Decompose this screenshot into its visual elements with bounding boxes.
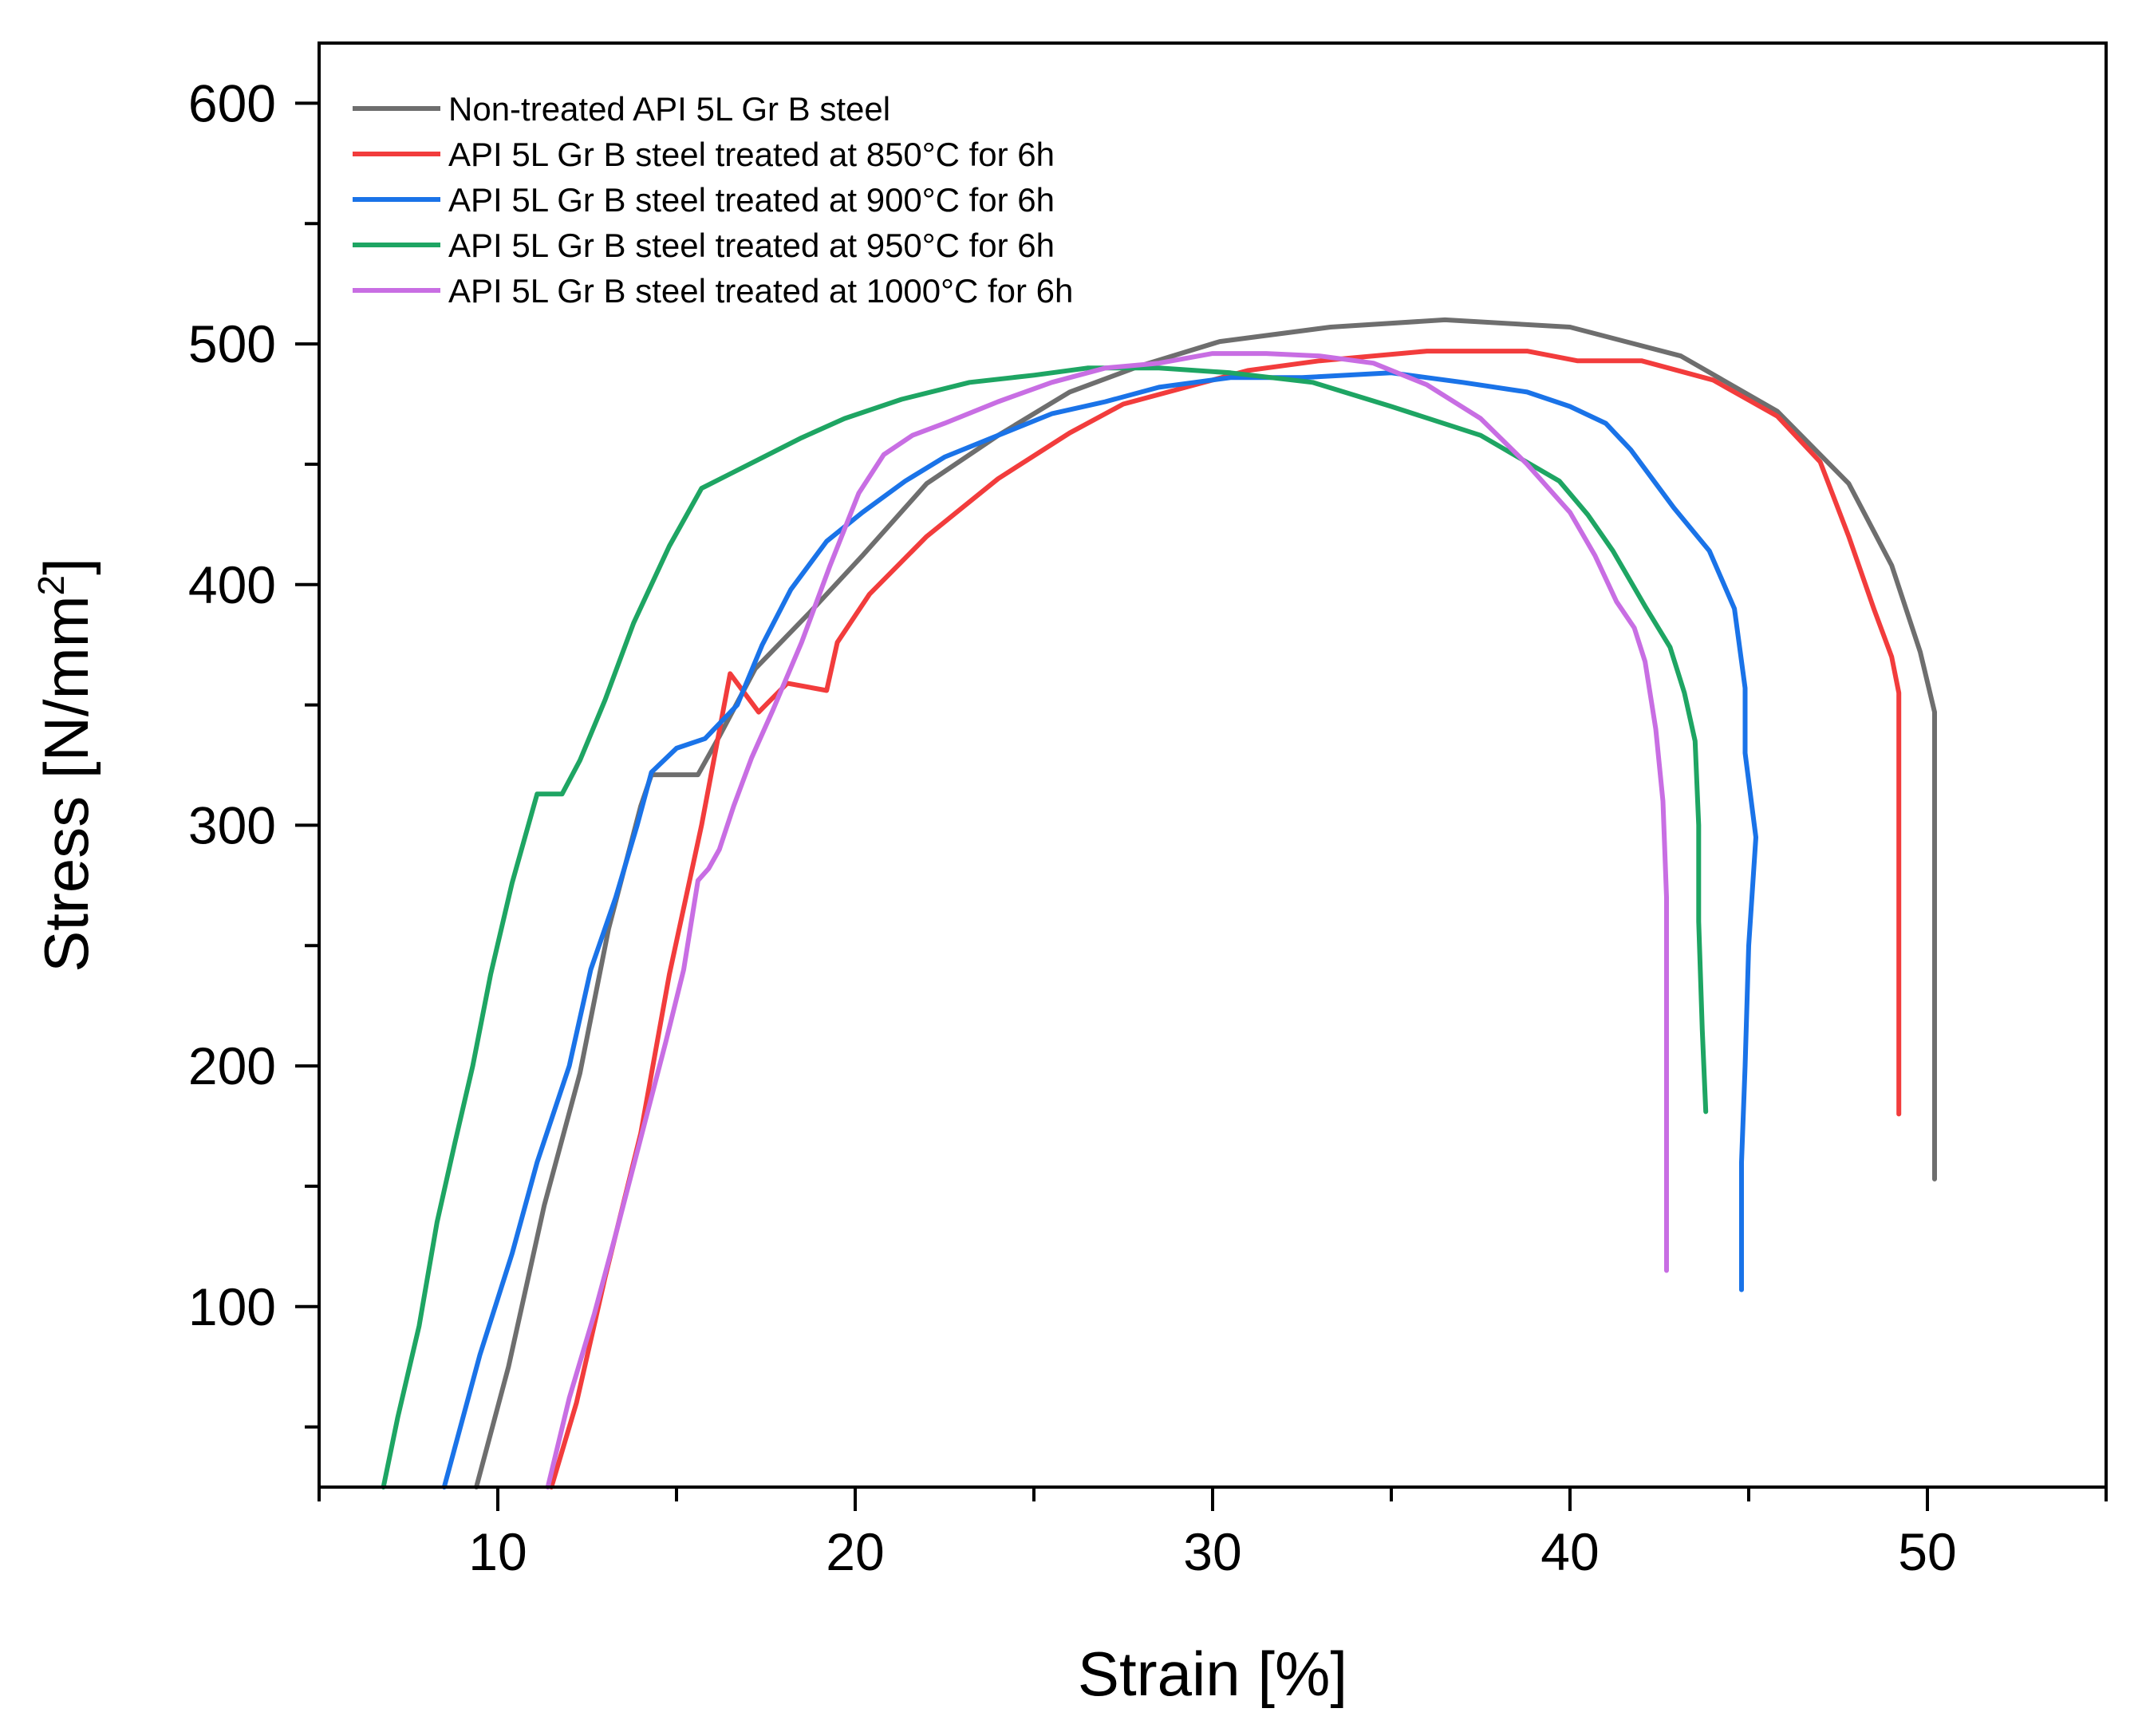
y-axis-title-superscript: 2 [30, 575, 72, 596]
y-axis-title: Stress [N/mm2] [30, 558, 101, 973]
x-tick-label: 40 [1540, 1522, 1599, 1581]
y-tick-label: 500 [188, 314, 276, 373]
y-axis-title-main: Stress [N/mm [31, 595, 101, 972]
y-tick-label: 200 [188, 1036, 276, 1095]
x-tick-label: 20 [826, 1522, 884, 1581]
y-axis-title-suffix: ] [31, 558, 101, 575]
series-line-5 [545, 351, 1669, 1489]
series-line-4 [381, 365, 1709, 1489]
legend-label-5: API 5L Gr B steel treated at 1000°C for … [448, 272, 1073, 310]
legend-label-1: Non-treated API 5L Gr B steel [448, 90, 890, 128]
series-line-3 [441, 370, 1758, 1489]
series-layer [381, 317, 1937, 1489]
y-tick-label: 100 [188, 1277, 276, 1336]
series-line-2 [549, 349, 1902, 1489]
x-tick-label: 10 [468, 1522, 527, 1581]
tick-layer: 10 20 30 40 50 100 200 300 400 500 600 [188, 73, 2108, 1581]
legend-label-4: API 5L Gr B steel treated at 950°C for 6… [448, 227, 1055, 264]
legend: Non-treated API 5L Gr B steel API 5L Gr B… [353, 90, 1073, 310]
x-tick-label: 30 [1183, 1522, 1241, 1581]
x-axis-title: Strain [%] [1078, 1639, 1347, 1709]
y-tick-label: 600 [188, 73, 276, 132]
legend-label-2: API 5L Gr B steel treated at 850°C for 6… [448, 136, 1055, 173]
y-tick-label: 300 [188, 795, 276, 854]
y-tick-label: 400 [188, 555, 276, 614]
x-tick-label: 50 [1898, 1522, 1956, 1581]
legend-label-3: API 5L Gr B steel treated at 900°C for 6… [448, 181, 1055, 219]
